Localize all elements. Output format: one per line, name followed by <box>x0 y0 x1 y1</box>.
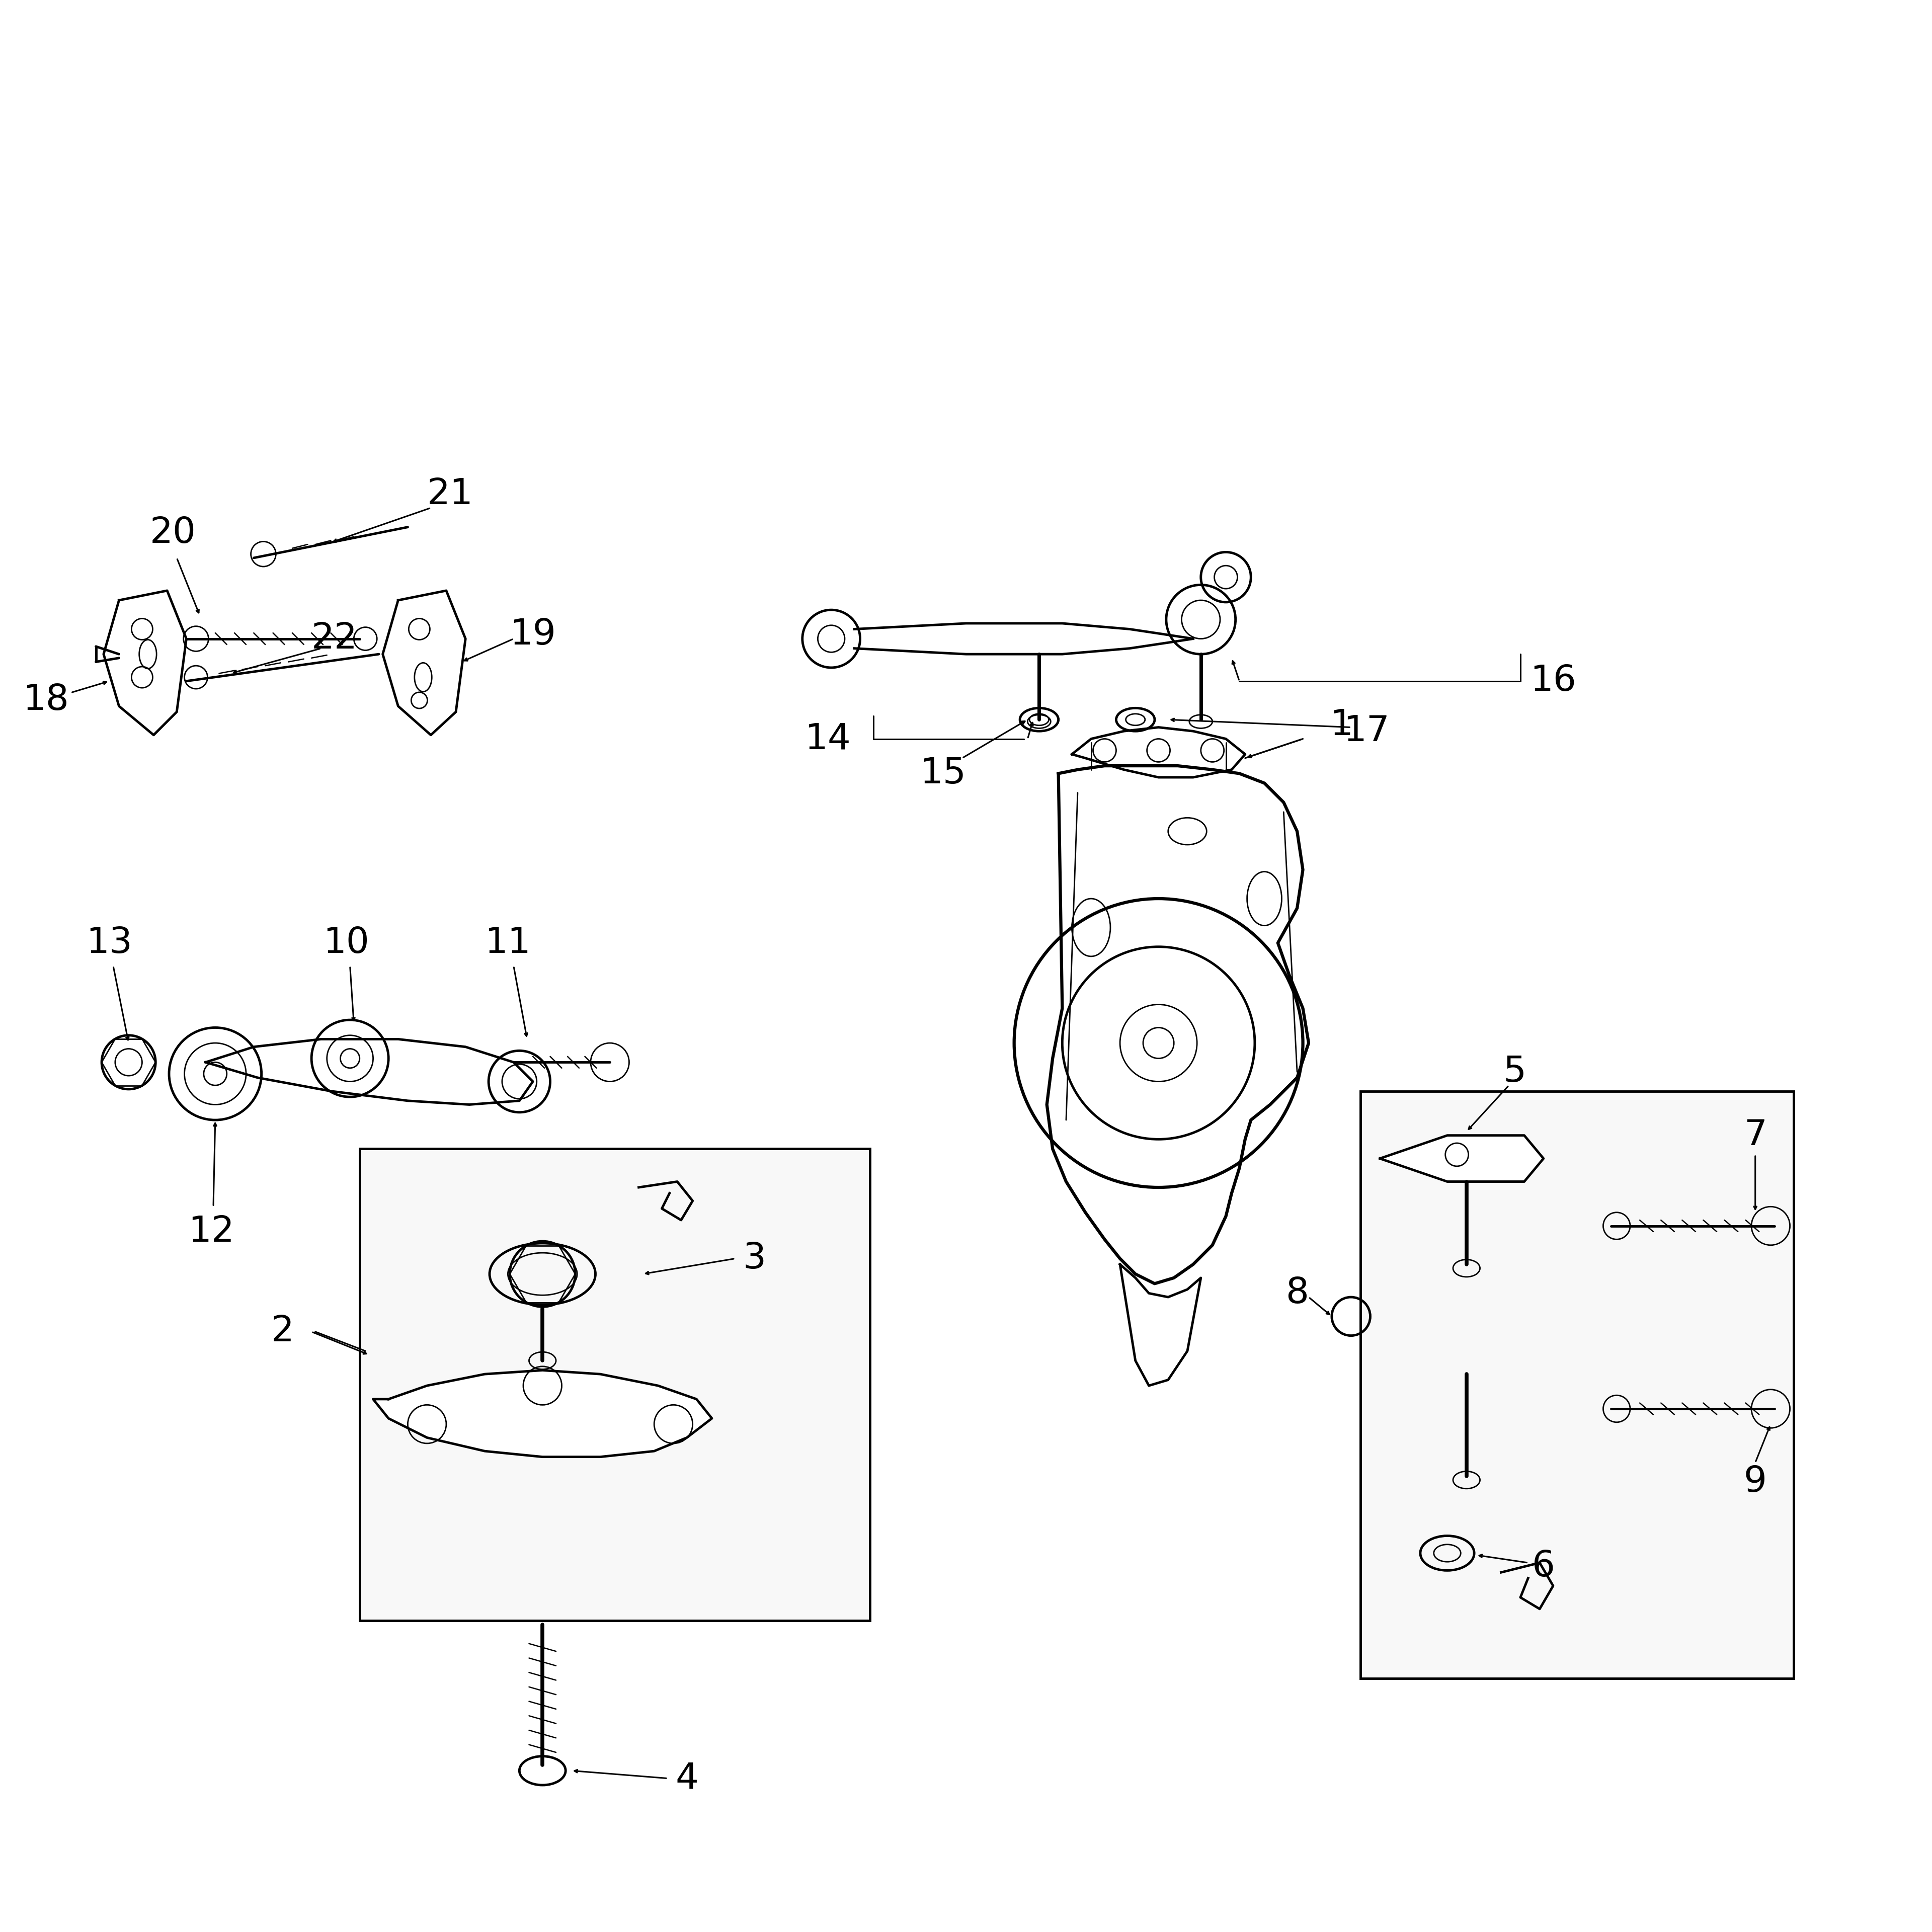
Polygon shape <box>854 624 1194 655</box>
Bar <box>1360 1092 1793 1679</box>
Text: 9: 9 <box>1745 1464 1768 1499</box>
Text: 13: 13 <box>87 925 133 960</box>
Text: 2: 2 <box>270 1314 294 1349</box>
Text: 15: 15 <box>920 755 966 790</box>
Polygon shape <box>205 1039 533 1105</box>
Text: 6: 6 <box>1532 1549 1555 1584</box>
Polygon shape <box>1072 726 1244 777</box>
Polygon shape <box>1121 1264 1202 1385</box>
Text: 1: 1 <box>1329 707 1352 742</box>
Text: 3: 3 <box>742 1240 765 1275</box>
Text: 10: 10 <box>323 925 369 960</box>
Text: 7: 7 <box>1745 1119 1766 1153</box>
Text: 11: 11 <box>485 925 531 960</box>
Text: 22: 22 <box>311 622 357 657</box>
Text: 14: 14 <box>804 721 850 755</box>
Text: 8: 8 <box>1285 1275 1308 1310</box>
Text: 21: 21 <box>427 477 473 512</box>
Text: 16: 16 <box>1530 665 1577 699</box>
Text: 19: 19 <box>510 618 556 653</box>
Polygon shape <box>104 591 185 734</box>
Text: 5: 5 <box>1503 1055 1526 1090</box>
Text: 12: 12 <box>187 1215 234 1248</box>
Polygon shape <box>383 591 466 734</box>
Polygon shape <box>373 1370 711 1457</box>
Text: 18: 18 <box>23 684 70 717</box>
Polygon shape <box>1047 765 1308 1283</box>
Text: 20: 20 <box>151 516 195 551</box>
Text: 17: 17 <box>1343 713 1389 748</box>
Bar <box>359 1150 869 1621</box>
Polygon shape <box>1379 1136 1544 1182</box>
Text: 4: 4 <box>676 1760 697 1795</box>
